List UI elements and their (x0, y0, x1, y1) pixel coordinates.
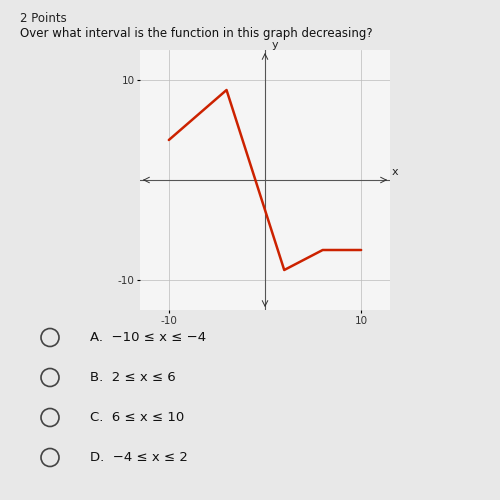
Text: y: y (272, 40, 278, 50)
Text: B.  2 ≤ x ≤ 6: B. 2 ≤ x ≤ 6 (90, 371, 176, 384)
Text: 2 Points: 2 Points (20, 12, 67, 26)
Text: x: x (392, 167, 398, 177)
Text: D.  −4 ≤ x ≤ 2: D. −4 ≤ x ≤ 2 (90, 451, 188, 464)
Text: C.  6 ≤ x ≤ 10: C. 6 ≤ x ≤ 10 (90, 411, 184, 424)
Text: Over what interval is the function in this graph decreasing?: Over what interval is the function in th… (20, 28, 372, 40)
Text: A.  −10 ≤ x ≤ −4: A. −10 ≤ x ≤ −4 (90, 331, 206, 344)
